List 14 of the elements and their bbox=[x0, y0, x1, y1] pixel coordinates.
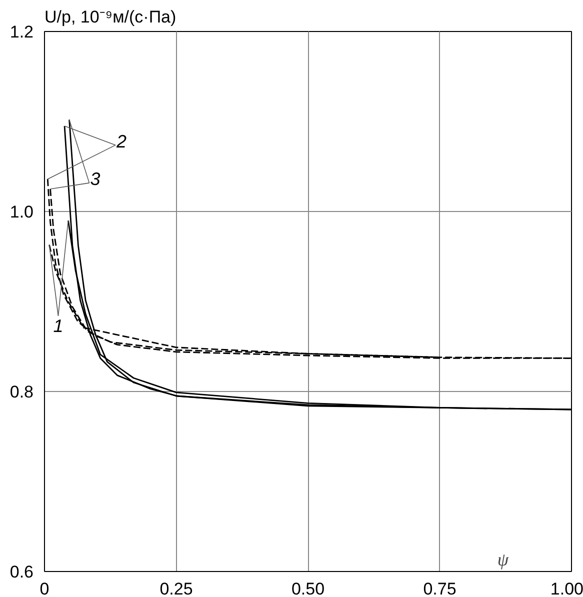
y-tick-label: 1.2 bbox=[10, 22, 34, 42]
x-tick-label: 0 bbox=[40, 580, 50, 597]
series-label: 3 bbox=[90, 169, 100, 190]
text: 2 bbox=[116, 132, 127, 152]
y-tick-label: 1.0 bbox=[10, 202, 34, 222]
series-label: 1 bbox=[53, 316, 64, 336]
y-tick-label: 0.8 bbox=[10, 382, 34, 402]
y-axis-title: U/p, 10⁻⁹м/(с·Па) bbox=[44, 8, 176, 26]
y-tick-label: 0.6 bbox=[10, 562, 34, 582]
x-axis-title: ψ bbox=[497, 550, 510, 570]
x-tick-label: 0.75 bbox=[423, 580, 456, 597]
x-tick-label: 0.25 bbox=[160, 580, 193, 597]
x-tick-label: 0.50 bbox=[291, 580, 325, 597]
x-tick-label: 1.00 bbox=[550, 580, 583, 597]
